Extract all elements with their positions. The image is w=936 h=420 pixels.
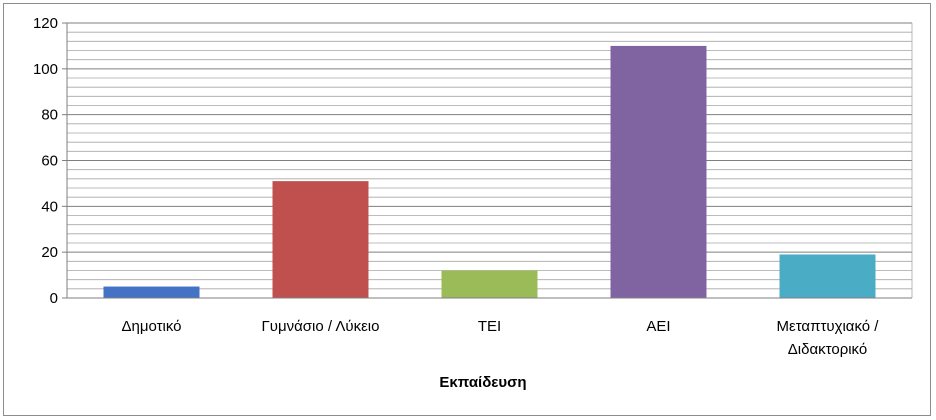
y-tick-label: 40 bbox=[41, 198, 58, 215]
x-category-label: ΤΕΙ bbox=[478, 318, 501, 335]
x-category-label: Μεταπτυχιακό / bbox=[777, 318, 880, 335]
bar bbox=[441, 270, 538, 298]
axes bbox=[62, 22, 913, 299]
x-category-label: ΑΕΙ bbox=[646, 318, 670, 335]
bar bbox=[779, 254, 876, 298]
bar bbox=[610, 45, 707, 298]
x-category-label: Διδακτορικό bbox=[788, 341, 867, 358]
y-tick-label: 100 bbox=[33, 61, 58, 78]
x-category-label: Δημοτικό bbox=[121, 318, 181, 335]
x-category-labels: Δημοτικό Γυμνάσιο / Λύκειο ΤΕΙ ΑΕΙ Μεταπτυχι… bbox=[121, 318, 879, 358]
x-category-label: Γυμνάσιο / Λύκειο bbox=[262, 318, 380, 335]
bar bbox=[103, 286, 200, 298]
y-tick-label: 60 bbox=[41, 153, 58, 170]
chart-frame bbox=[3, 3, 931, 416]
bars bbox=[103, 45, 876, 298]
y-tick-labels: 0 20 40 60 80 100 120 bbox=[33, 15, 58, 307]
y-tick-label: 20 bbox=[41, 244, 58, 261]
bar bbox=[272, 181, 369, 298]
y-tick-label: 120 bbox=[33, 15, 58, 32]
x-axis-title: Εκπαίδευση bbox=[439, 374, 526, 391]
y-tick-label: 80 bbox=[41, 107, 58, 124]
y-tick-label: 0 bbox=[50, 290, 58, 307]
